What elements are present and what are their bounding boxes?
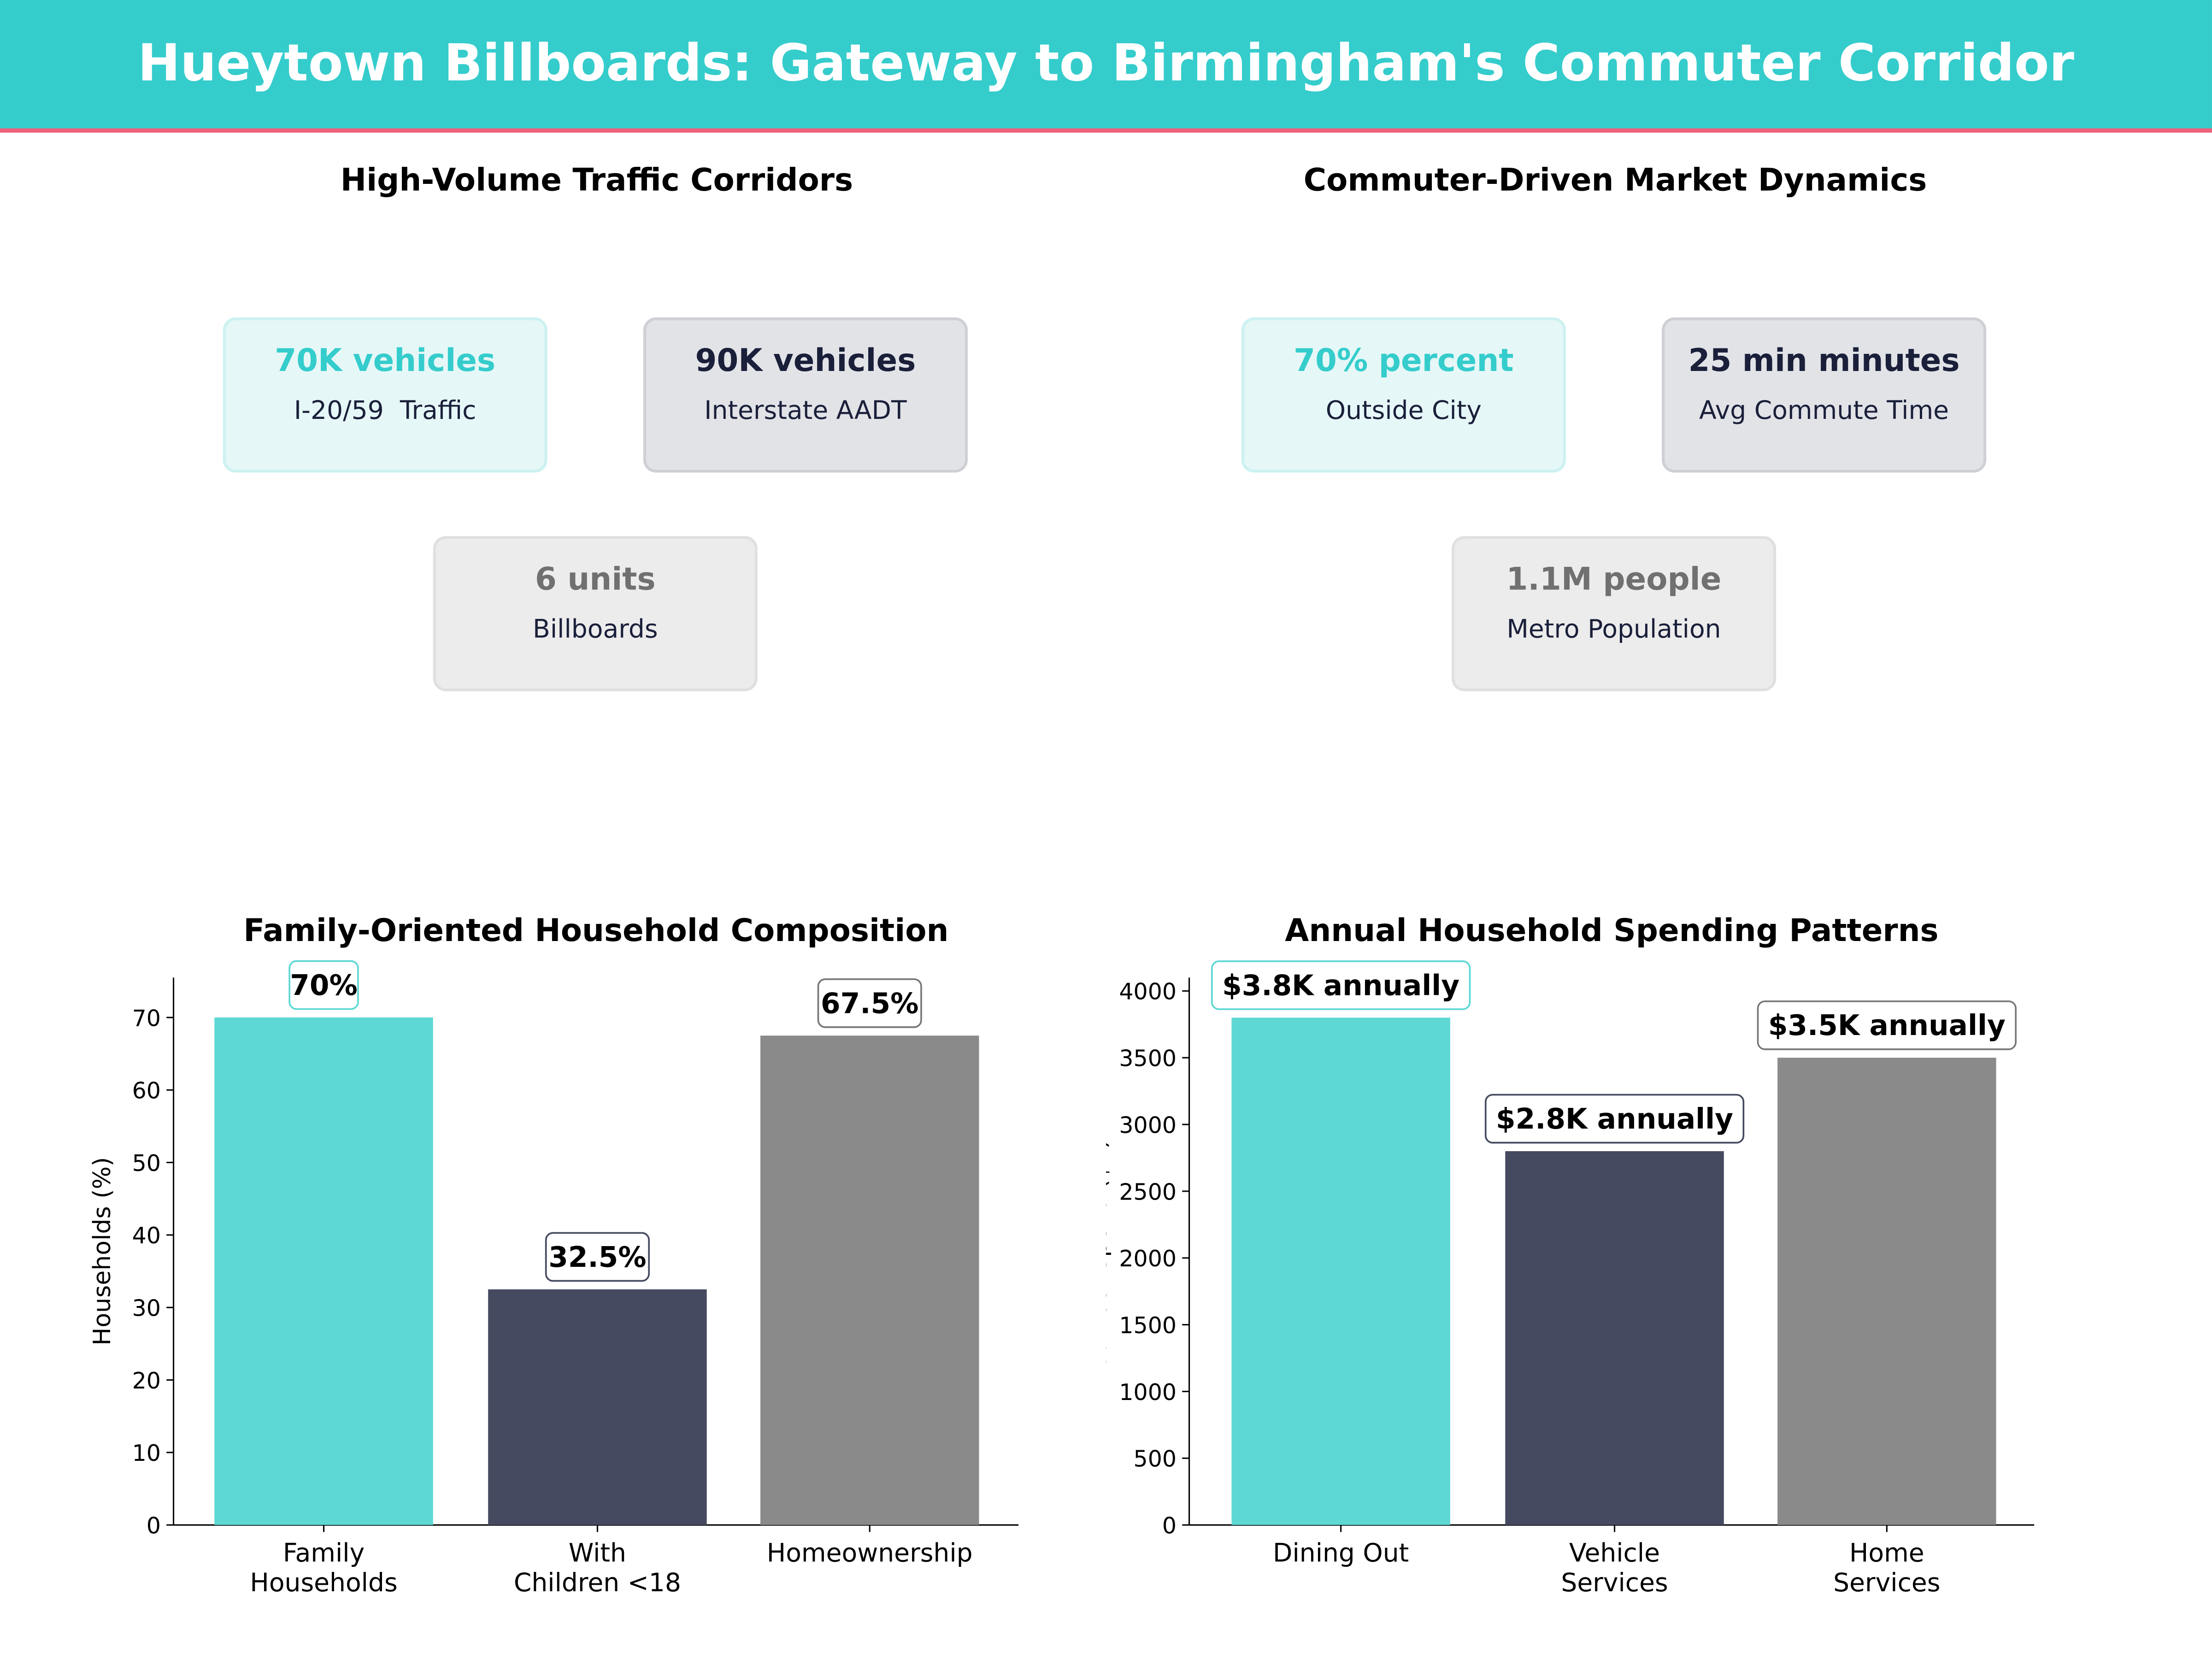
y-tick-label: 50 (132, 1150, 161, 1177)
market-panel-title: Commuter-Driven Market Dynamics (1303, 164, 1927, 199)
page-title: Hueytown Billboards: Gateway to Birmingh… (137, 35, 2075, 94)
metric-card-aadt: 90K vehicles Interstate AADT (643, 317, 968, 473)
metric-label: Avg Commute Time (1699, 396, 1949, 426)
y-tick-label: 40 (132, 1223, 161, 1249)
metric-card-commute: 25 min minutes Avg Commute Time (1662, 317, 1987, 473)
data-label-box (1757, 1000, 2017, 1050)
data-label: 67.5% (821, 987, 918, 1020)
metric-value: 6 units (535, 563, 656, 598)
y-tick-label: 70 (132, 1005, 161, 1031)
data-label-box (288, 960, 359, 1010)
data-label-box (817, 978, 922, 1028)
traffic-panel-title: High-Volume Traffic Corridors (340, 164, 853, 199)
data-label: 70% (290, 969, 358, 1002)
metric-card-population: 1.1M people Metro Population (1451, 536, 1777, 691)
bar (1231, 1018, 1450, 1525)
y-tick-label: 500 (1134, 1446, 1177, 1472)
chart-title: Annual Household Spending Patterns (1285, 912, 1938, 948)
data-label-box (1484, 1094, 1745, 1144)
y-tick-label: 4000 (1119, 979, 1177, 1005)
y-tick-label: 20 (132, 1368, 161, 1394)
y-tick-label: 30 (132, 1295, 161, 1322)
household-composition-chart: Family-Oriented Household Composition 0 10… (88, 912, 1019, 1597)
metric-label: Outside City (1325, 396, 1482, 426)
y-tick-label: 1500 (1119, 1312, 1177, 1339)
metric-value: 1.1M people (1506, 563, 1722, 598)
y-tick-label: 3000 (1119, 1112, 1177, 1138)
y-tick-label: 10 (132, 1440, 161, 1466)
metric-value: 70% percent (1294, 344, 1514, 380)
x-tick-label: Family (283, 1538, 365, 1568)
bar (1505, 1151, 1724, 1525)
metric-label: I-20/59 Traffic (294, 396, 477, 426)
x-tick-label: Households (250, 1568, 397, 1597)
x-tick-label: Services (1561, 1568, 1668, 1597)
metric-label: Billboards (533, 615, 658, 645)
metric-value: 90K vehicles (695, 344, 916, 380)
header-banner: Hueytown Billboards: Gateway to Birmingh… (0, 0, 2212, 133)
metric-card-outside-city: 70% percent Outside City (1241, 317, 1566, 473)
y-tick-label: 60 (132, 1078, 161, 1104)
y-tick-label: 0 (1162, 1513, 1177, 1539)
bar (488, 1289, 707, 1525)
x-tick-label: Services (1833, 1568, 1940, 1597)
x-tick-label: With (569, 1538, 626, 1568)
metric-value: 70K vehicles (275, 344, 496, 380)
x-tick-label: Vehicle (1569, 1538, 1660, 1568)
data-label-box (1211, 960, 1471, 1010)
data-label-box (545, 1232, 650, 1282)
y-axis-label: Annual Spend ($K) (1106, 1139, 1112, 1363)
chart-title: Family-Oriented Household Composition (243, 912, 948, 948)
data-label: 32.5% (548, 1241, 646, 1274)
metric-label: Interstate AADT (704, 396, 907, 426)
bar (1777, 1058, 1996, 1525)
metric-card-billboards: 6 units Billboards (433, 536, 758, 691)
y-tick-label: 1000 (1119, 1379, 1177, 1406)
data-label: $3.5K annually (1768, 1009, 2006, 1042)
x-tick-label: Home (1849, 1538, 1924, 1568)
bar (214, 1017, 433, 1525)
data-label: $2.8K annually (1496, 1103, 1733, 1135)
y-tick-label: 2000 (1119, 1246, 1177, 1272)
y-tick-label: 3500 (1119, 1046, 1177, 1072)
metric-card-traffic: 70K vehicles I-20/59 Traffic (223, 317, 547, 473)
metric-label: Metro Population (1506, 615, 1721, 645)
y-tick-label: 0 (147, 1513, 161, 1539)
spending-patterns-chart: Annual Household Spending Patterns 0 500 10… (1106, 912, 2035, 1597)
y-axis-label: Households (%) (88, 1157, 116, 1346)
bar (760, 1035, 979, 1525)
x-tick-label: Dining Out (1273, 1538, 1409, 1568)
y-tick-label: 2500 (1119, 1179, 1177, 1205)
x-tick-label: Children <18 (514, 1568, 681, 1597)
x-tick-label: Homeownership (767, 1538, 973, 1568)
data-label: $3.8K annually (1222, 969, 1459, 1002)
metric-value: 25 min minutes (1688, 344, 1960, 380)
